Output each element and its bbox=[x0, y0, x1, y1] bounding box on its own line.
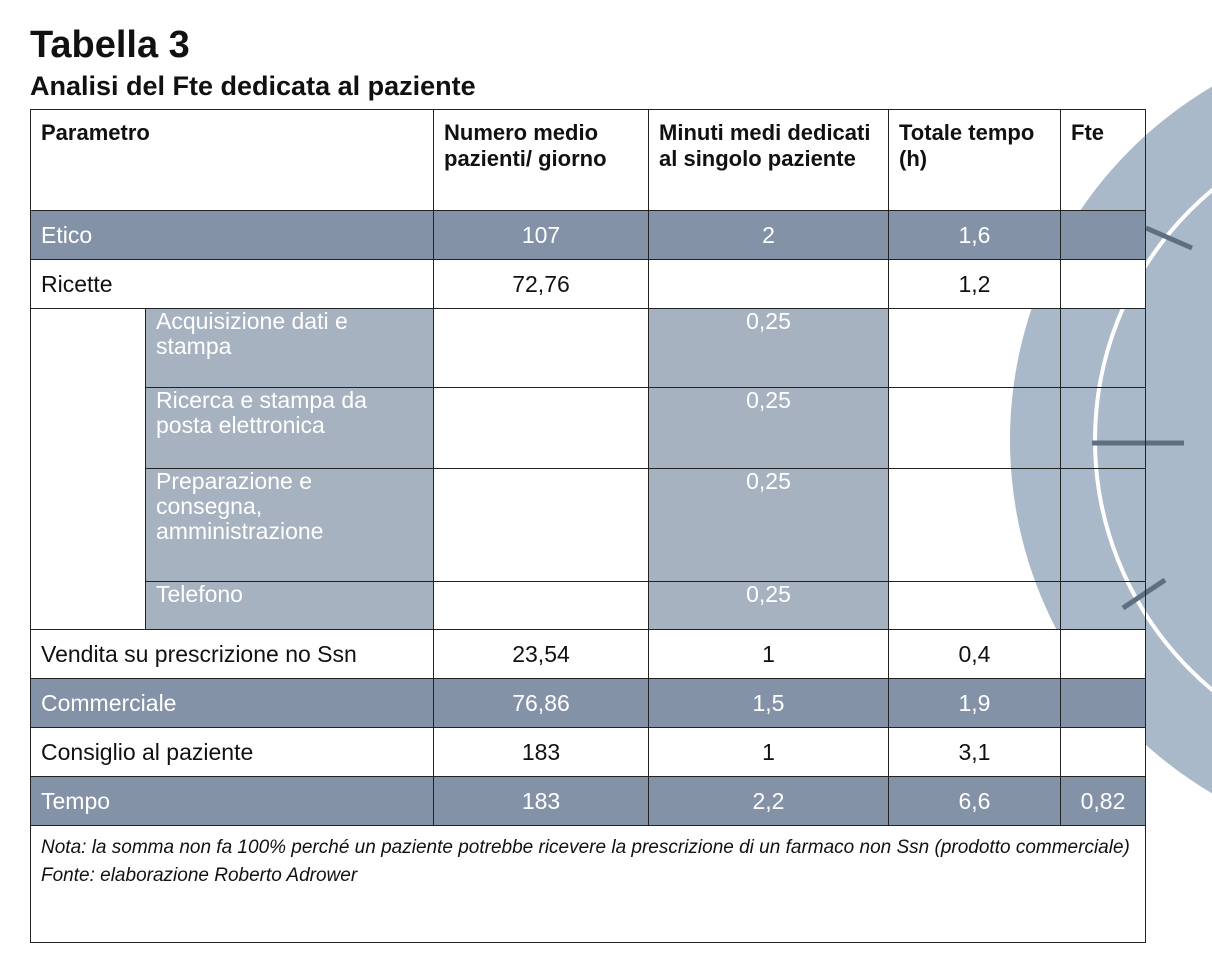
header-fte: Fte bbox=[1060, 109, 1146, 211]
table-row-ricette: Ricette 72,76 1,2 bbox=[30, 259, 1146, 309]
cell-totale: 0,4 bbox=[888, 629, 1061, 679]
row-label: Tempo bbox=[30, 776, 434, 826]
cell-numero: 76,86 bbox=[433, 678, 649, 728]
header-parametro: Parametro bbox=[30, 109, 434, 211]
cell-minuti bbox=[648, 259, 889, 309]
subrow-label: Telefono bbox=[145, 581, 434, 630]
row-label: Vendita su prescrizione no Ssn bbox=[30, 629, 434, 679]
cell-fte bbox=[1060, 678, 1146, 728]
cell-numero: 107 bbox=[433, 210, 649, 260]
cell-fte bbox=[1060, 581, 1146, 630]
table-footnote-row: Nota: la somma non fa 100% perché un paz… bbox=[30, 825, 1146, 943]
cell-totale: 3,1 bbox=[888, 727, 1061, 777]
row-label: Etico bbox=[30, 210, 434, 260]
fte-analysis-table: Parametro Numero medio pazienti/ giorno … bbox=[30, 109, 1146, 943]
table-row-commerciale: Commerciale 76,86 1,5 1,9 bbox=[30, 678, 1146, 728]
table-row-tempo: Tempo 183 2,2 6,6 0,82 bbox=[30, 776, 1146, 826]
cell-numero bbox=[433, 308, 649, 388]
cell-totale: 1,6 bbox=[888, 210, 1061, 260]
row-label: Commerciale bbox=[30, 678, 434, 728]
cell-totale bbox=[888, 468, 1061, 582]
cell-numero bbox=[433, 468, 649, 582]
table-subrow-ricerca: Ricerca e stampa da posta elettronica 0,… bbox=[31, 387, 1146, 469]
cell-fte bbox=[1060, 210, 1146, 260]
table-subrow-acquisizione: Acquisizione dati e stampa 0,25 bbox=[30, 308, 1146, 630]
cell-fte bbox=[1060, 468, 1146, 582]
cell-fte bbox=[1060, 727, 1146, 777]
cell-minuti: 0,25 bbox=[648, 468, 889, 582]
header-minuti-medi: Minuti medi dedicati al singolo paziente bbox=[648, 109, 889, 211]
cell-minuti: 0,25 bbox=[648, 387, 889, 469]
table-header-row: Parametro Numero medio pazienti/ giorno … bbox=[30, 109, 1146, 211]
cell-totale bbox=[888, 581, 1061, 630]
cell-totale bbox=[888, 387, 1061, 469]
cell-totale bbox=[888, 308, 1061, 388]
table-subrow-telefono: Telefono 0,25 bbox=[31, 581, 1146, 630]
cell-fte: 0,82 bbox=[1060, 776, 1146, 826]
page-title: Tabella 3 bbox=[30, 24, 190, 66]
row-label: Consiglio al paziente bbox=[30, 727, 434, 777]
cell-minuti: 2 bbox=[648, 210, 889, 260]
cell-fte bbox=[1060, 387, 1146, 469]
cell-numero: 23,54 bbox=[433, 629, 649, 679]
cell-minuti: 2,2 bbox=[648, 776, 889, 826]
footnote-fonte: Fonte: elaborazione Roberto Adrower bbox=[41, 865, 358, 886]
cell-totale: 6,6 bbox=[888, 776, 1061, 826]
table-row-etico: Etico 107 2 1,6 bbox=[30, 210, 1146, 260]
cell-numero bbox=[433, 387, 649, 469]
subrow-label: Preparazione e consegna, amministrazione bbox=[145, 468, 434, 582]
page-subtitle: Analisi del Fte dedicata al paziente bbox=[30, 71, 476, 101]
table-row-vendita: Vendita su prescrizione no Ssn 23,54 1 0… bbox=[30, 629, 1146, 679]
cell-minuti: 1 bbox=[648, 629, 889, 679]
header-totale-tempo: Totale tempo (h) bbox=[888, 109, 1061, 211]
cell-minuti: 1 bbox=[648, 727, 889, 777]
subrow-indent-cell bbox=[30, 308, 146, 630]
cell-numero: 183 bbox=[433, 727, 649, 777]
cell-fte bbox=[1060, 308, 1146, 388]
cell-minuti: 0,25 bbox=[648, 308, 889, 388]
table-subrow-preparazione: Preparazione e consegna, amministrazione… bbox=[31, 468, 1146, 582]
cell-minuti: 0,25 bbox=[648, 581, 889, 630]
cell-fte bbox=[1060, 629, 1146, 679]
cell-fte bbox=[1060, 259, 1146, 309]
subrow-label: Ricerca e stampa da posta elettronica bbox=[145, 387, 434, 469]
footnote-nota: Nota: la somma non fa 100% perché un paz… bbox=[41, 837, 1130, 858]
cell-totale: 1,9 bbox=[888, 678, 1061, 728]
cell-minuti: 1,5 bbox=[648, 678, 889, 728]
header-numero-pazienti: Numero medio pazienti/ giorno bbox=[433, 109, 649, 211]
cell-numero bbox=[433, 581, 649, 630]
cell-totale: 1,2 bbox=[888, 259, 1061, 309]
table-row-consiglio: Consiglio al paziente 183 1 3,1 bbox=[30, 727, 1146, 777]
table-footnote: Nota: la somma non fa 100% perché un paz… bbox=[30, 825, 1146, 943]
cell-numero: 183 bbox=[433, 776, 649, 826]
row-label: Ricette bbox=[30, 259, 434, 309]
subrow-label: Acquisizione dati e stampa bbox=[145, 308, 434, 388]
cell-numero: 72,76 bbox=[433, 259, 649, 309]
